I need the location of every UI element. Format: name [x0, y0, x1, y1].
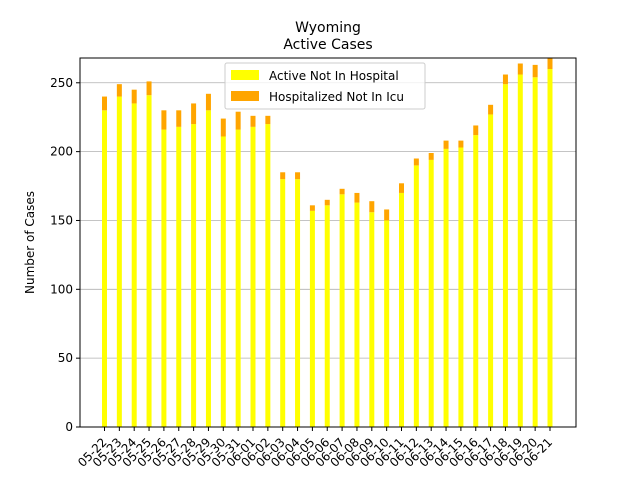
- bar-active-not-in-hospital: [517, 74, 523, 427]
- y-axis-label: Number of Cases: [23, 191, 37, 294]
- bar-active-not-in-hospital: [473, 135, 479, 427]
- bar-hospitalized-not-in-icu: [443, 140, 449, 149]
- bar-hospitalized-not-in-icu: [532, 64, 538, 78]
- bar-hospitalized-not-in-icu: [161, 110, 167, 130]
- y-axis: 0 50 100 150 200 250: [50, 76, 80, 434]
- bar-hospitalized-not-in-icu: [517, 63, 523, 75]
- bar-hospitalized-not-in-icu: [354, 192, 360, 203]
- bar-active-not-in-hospital: [205, 110, 211, 427]
- chart-title: Wyoming: [295, 20, 361, 36]
- bar-hospitalized-not-in-icu: [265, 115, 271, 125]
- bar-hospitalized-not-in-icu: [339, 188, 345, 195]
- bar-hospitalized-not-in-icu: [413, 158, 419, 166]
- bars: [102, 58, 553, 428]
- y-tick-label: 0: [65, 420, 73, 434]
- bar-active-not-in-hospital: [191, 124, 197, 428]
- bar-active-not-in-hospital: [280, 179, 286, 427]
- legend-box: [224, 62, 426, 110]
- y-tick-label: 250: [50, 76, 73, 90]
- bar-hospitalized-not-in-icu: [280, 172, 286, 180]
- bar-hospitalized-not-in-icu: [176, 110, 182, 127]
- bar-active-not-in-hospital: [235, 129, 241, 427]
- bar-hospitalized-not-in-icu: [547, 58, 553, 70]
- bar-active-not-in-hospital: [354, 202, 360, 427]
- bar-active-not-in-hospital: [399, 192, 404, 427]
- bar-active-not-in-hospital: [250, 126, 256, 427]
- bar-hospitalized-not-in-icu: [220, 118, 226, 137]
- bar-active-not-in-hospital: [116, 96, 122, 427]
- bar-active-not-in-hospital: [324, 205, 330, 427]
- bar-hospitalized-not-in-icu: [473, 125, 479, 136]
- bar-hospitalized-not-in-icu: [116, 84, 122, 97]
- legend-label-hospitalized: Hospitalized Not In Icu: [269, 90, 404, 104]
- bar-hospitalized-not-in-icu: [205, 93, 211, 111]
- legend-label-active: Active Not In Hospital: [269, 69, 399, 83]
- bar-hospitalized-not-in-icu: [502, 74, 508, 85]
- bar-active-not-in-hospital: [309, 210, 315, 427]
- plot-frame: [79, 57, 577, 428]
- bar-hospitalized-not-in-icu: [146, 81, 152, 96]
- bar-hospitalized-not-in-icu: [428, 153, 434, 160]
- bar-active-not-in-hospital: [146, 95, 152, 427]
- bar-active-not-in-hospital: [547, 69, 553, 427]
- bar-hospitalized-not-in-icu: [458, 140, 464, 148]
- y-tick-label: 150: [50, 213, 73, 227]
- bar-active-not-in-hospital: [131, 103, 137, 427]
- bar-active-not-in-hospital: [339, 194, 345, 427]
- bar-active-not-in-hospital: [176, 126, 182, 427]
- bar-hospitalized-not-in-icu: [399, 183, 404, 193]
- legend-swatch-active: [231, 70, 259, 80]
- bar-hospitalized-not-in-icu: [369, 201, 375, 213]
- y-tick-label: 100: [50, 282, 73, 296]
- bar-hospitalized-not-in-icu: [309, 205, 315, 211]
- bar-active-not-in-hospital: [428, 159, 434, 427]
- bar-hospitalized-not-in-icu: [250, 115, 256, 127]
- bar-active-not-in-hospital: [295, 179, 301, 427]
- bar-hospitalized-not-in-icu: [324, 199, 330, 206]
- legend: Active Not In Hospital Hospitalized Not …: [224, 62, 426, 110]
- bar-active-not-in-hospital: [220, 136, 226, 428]
- chart-subtitle: Active Cases: [283, 37, 372, 53]
- bar-hospitalized-not-in-icu: [488, 104, 494, 115]
- y-tick-label: 50: [58, 351, 73, 365]
- bar-active-not-in-hospital: [384, 220, 390, 427]
- bar-active-not-in-hospital: [369, 212, 375, 427]
- legend-swatch-hospitalized: [231, 91, 259, 101]
- bar-active-not-in-hospital: [161, 129, 167, 427]
- bar-hospitalized-not-in-icu: [235, 111, 241, 130]
- bar-active-not-in-hospital: [488, 114, 494, 428]
- bar-active-not-in-hospital: [413, 165, 419, 428]
- bar-active-not-in-hospital: [443, 148, 449, 427]
- bar-active-not-in-hospital: [102, 110, 107, 427]
- bar-hospitalized-not-in-icu: [384, 209, 390, 221]
- bar-active-not-in-hospital: [502, 84, 508, 427]
- bar-active-not-in-hospital: [265, 124, 271, 428]
- y-tick-label: 200: [50, 145, 73, 159]
- bar-active-not-in-hospital: [458, 147, 464, 427]
- bar-hospitalized-not-in-icu: [295, 172, 301, 180]
- x-axis: 05-2205-2305-2405-2505-2605-2705-2805-29…: [75, 427, 555, 470]
- bar-hospitalized-not-in-icu: [131, 89, 137, 104]
- bar-hospitalized-not-in-icu: [102, 96, 107, 111]
- bar-active-not-in-hospital: [532, 77, 538, 427]
- bar-hospitalized-not-in-icu: [191, 103, 197, 125]
